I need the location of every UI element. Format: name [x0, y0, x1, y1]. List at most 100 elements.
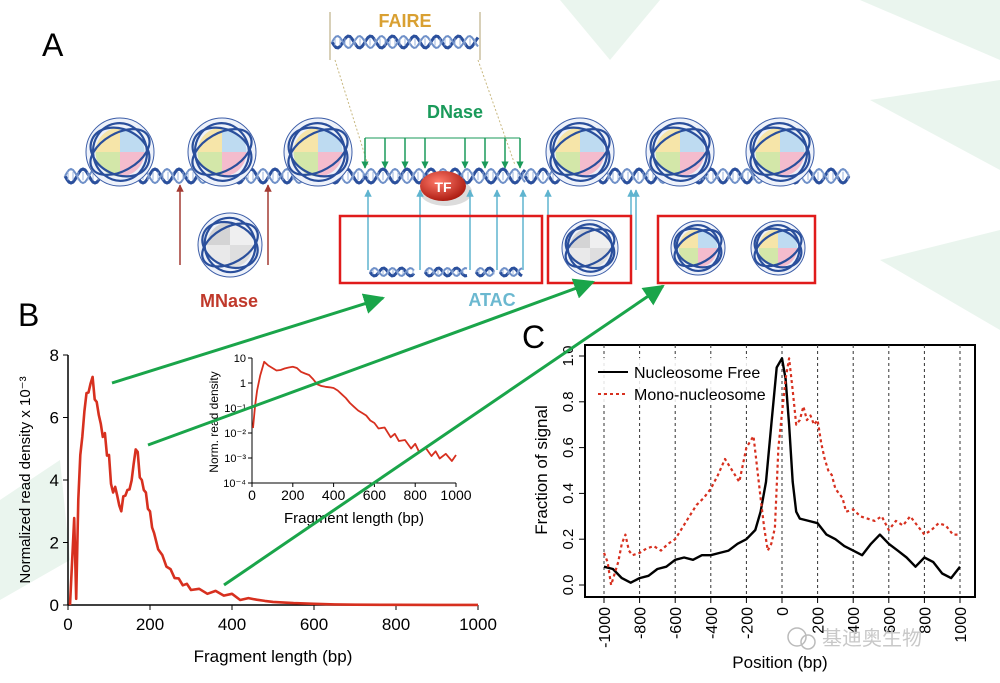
wrapped-dna [201, 220, 259, 270]
histone-segment [580, 127, 605, 152]
wrapped-dna [191, 126, 253, 178]
wrapped-dna [753, 227, 803, 269]
histone-segment [590, 227, 611, 248]
histone-segment [755, 152, 780, 177]
watermark-text: 基迪奥生物 [822, 627, 922, 650]
wrapped-dna [91, 122, 149, 182]
arrow-mono-nucleosome [147, 278, 595, 447]
histone-segment [197, 152, 222, 177]
histone-segment [120, 127, 145, 152]
mnase-label: MNase [200, 291, 258, 311]
signal-profile-plot: -1000 -800 -600 -400 -200 0 200 400 600 800 1000 0.… [532, 344, 976, 672]
x-axis-title: Fragment length (bp) [194, 647, 353, 666]
histone-segment [678, 248, 698, 268]
tf-protein [420, 171, 466, 201]
faire-helix [330, 34, 480, 50]
legend-label: Mono-nucleosome [634, 387, 766, 404]
dna-strand [331, 35, 479, 49]
panel-a-label: A [42, 27, 64, 63]
wrapped-dna [649, 128, 711, 176]
x-tick-label: -400 [704, 607, 721, 639]
x-tick-label: -800 [633, 607, 650, 639]
x-tick-label: -600 [668, 607, 685, 639]
dna-strand [475, 267, 495, 277]
series-line-nucleosome-free [603, 357, 961, 584]
x-tick-label: 0 [775, 607, 792, 616]
arrow-nucleosome-free [111, 293, 386, 385]
atac-di-nucleosome-1 [670, 220, 726, 276]
fragment-length-main-plot: 0 200 400 600 800 1000 0 2 4 6 8 Fragment length (b… [17, 346, 497, 666]
dnase-label: DNase [427, 102, 483, 122]
inset-y-tick-label: 10⁻² [224, 428, 246, 440]
wrapped-dna [289, 122, 347, 182]
wrapped-dna [549, 126, 611, 178]
inset-x-tick-label: 0 [248, 487, 256, 503]
inset-x-tick-label: 200 [281, 487, 305, 503]
di-nucleosome-box [656, 214, 817, 285]
background-decoration [0, 0, 1000, 600]
inset-x-tick-label: 400 [322, 487, 346, 503]
panel-c-label: C [522, 319, 545, 355]
nucleosome-row [85, 117, 815, 187]
x-axis-title: Position (bp) [732, 653, 827, 672]
wrapped-dna [673, 228, 723, 268]
dnase-cut-arrows [361, 137, 524, 169]
mnase-nucleosome-core [197, 212, 263, 278]
inset-y-tick-label: 10⁻⁴ [223, 478, 246, 490]
wrapped-dna [551, 122, 609, 182]
inset-x-tick-label: 600 [363, 487, 387, 503]
nucleosome [283, 117, 353, 187]
wrapped-dna [89, 126, 151, 178]
y-tick-label: 0 [50, 596, 59, 615]
watermark: 基迪奥生物 [787, 627, 922, 650]
faire-dna-helix [330, 34, 480, 50]
wrapped-dna [89, 128, 151, 176]
wechat-icon-bubble [800, 634, 816, 650]
wrapped-dna [564, 226, 616, 270]
inset-x-tick-label: 1000 [440, 487, 471, 503]
y-tick-label: 2 [50, 534, 59, 553]
arrow-di-nucleosome [223, 284, 665, 587]
inset-background [252, 358, 456, 483]
x-tick-label: 800 [382, 615, 410, 634]
atac-di-nucleosome-2 [750, 220, 806, 276]
histone-segment [293, 152, 318, 177]
x-tick-label: 200 [811, 607, 828, 634]
histone-segment [778, 228, 798, 248]
y-tick-label: 0.4 [560, 483, 577, 504]
nucleosome-free-box [338, 214, 544, 285]
wrapped-dna [649, 126, 711, 178]
y-axis-title: Normalized read density x 10⁻³ [17, 376, 34, 583]
wrapped-dna [201, 222, 259, 268]
plot-frame [584, 344, 976, 598]
y-tick-label: 0.2 [560, 529, 577, 550]
x-tick-label: 400 [218, 615, 246, 634]
histone-segment [555, 152, 580, 177]
panel-b-label: B [18, 297, 39, 333]
histone-segment [758, 248, 778, 268]
wrapped-dna [753, 228, 803, 268]
x-tick-label: 600 [882, 607, 899, 634]
y-tick-label: 0.6 [560, 437, 577, 458]
tf-label: TF [434, 179, 452, 195]
histone-segment [655, 152, 680, 177]
wrapped-dna [675, 223, 721, 273]
y-tick-label: 4 [50, 471, 59, 490]
wrapped-dna [193, 122, 251, 182]
wrapped-dna [651, 122, 709, 182]
histone-segment [569, 248, 590, 269]
dna-strand [424, 267, 468, 277]
nucleosome [85, 117, 155, 187]
histone-segment [207, 245, 230, 268]
nucleosome [545, 117, 615, 187]
wrapped-dna [751, 122, 809, 182]
fragment-length-inset-plot: 0 200 400 600 800 100010110⁻¹10⁻²10⁻³10⁻⁴Frag… [207, 353, 472, 527]
wrapped-dna [566, 223, 614, 273]
panel-a-diagram: A FAIRE DNase TF MNase ATAC [42, 11, 851, 311]
atac-fragment [474, 266, 496, 278]
x-tick-label: -1000 [597, 607, 614, 648]
histone-segment [222, 127, 247, 152]
dna-strand [330, 34, 480, 50]
connector-arrows [111, 278, 665, 587]
atac-insertion-arrows [364, 189, 640, 270]
